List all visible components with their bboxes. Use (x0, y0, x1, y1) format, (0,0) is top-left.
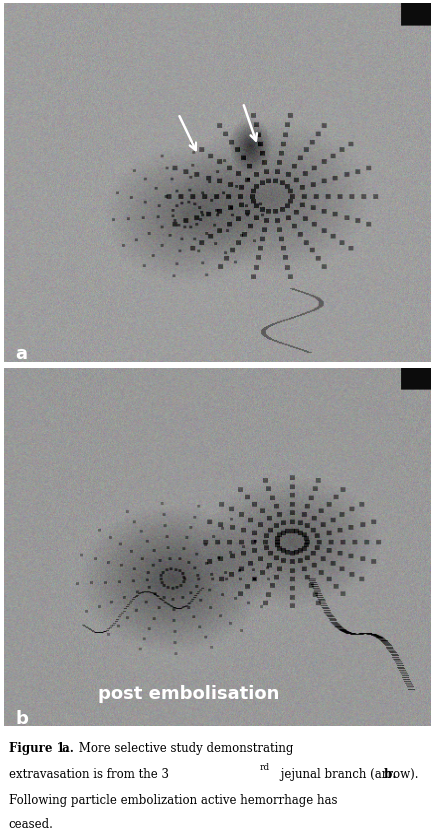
Text: b: b (15, 709, 28, 727)
Text: extravasation is from the 3: extravasation is from the 3 (9, 767, 169, 780)
Text: More selective study demonstrating: More selective study demonstrating (75, 741, 293, 754)
Text: b.: b. (380, 767, 397, 780)
Text: Figure 1.: Figure 1. (9, 741, 68, 754)
Text: Following particle embolization active hemorrhage has: Following particle embolization active h… (9, 792, 337, 806)
Text: jejunal branch (arrow).: jejunal branch (arrow). (277, 767, 419, 780)
Text: ceased.: ceased. (9, 816, 54, 828)
Text: a.: a. (58, 741, 74, 754)
Text: post embolisation: post embolisation (99, 684, 280, 702)
Text: a: a (15, 345, 27, 363)
Text: rd: rd (260, 762, 270, 771)
